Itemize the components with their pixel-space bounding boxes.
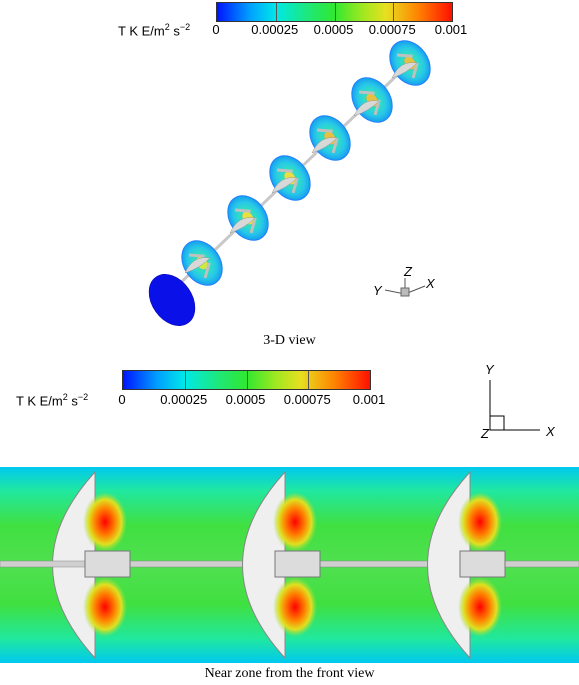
axis-label-z: Z <box>481 426 489 441</box>
tick-label: 0.00075 <box>368 22 416 37</box>
cb-title-text: T K E/m <box>118 23 165 39</box>
axis-label-x: X <box>426 276 435 291</box>
tick-label: 0.00025 <box>251 22 299 37</box>
axis-triad-2d <box>489 380 540 431</box>
axis-label-z: Z <box>404 264 412 279</box>
cb-title-exp2: −2 <box>179 22 191 32</box>
inflow-disk <box>148 274 196 326</box>
top-colorbar-title: T K E/m2 s−2 <box>118 22 190 38</box>
turbine-array-3d-plot <box>148 40 431 326</box>
front-view-contour-plot <box>0 467 579 663</box>
top-colorbar-ticks: 0 0.00025 0.0005 0.00075 0.001 <box>212 22 467 38</box>
axis-label-y: Y <box>373 283 382 298</box>
tick-label: 0.0005 <box>225 392 266 407</box>
top-colorbar <box>216 2 453 22</box>
cb-title-mid: s <box>169 23 180 39</box>
cb-title-exp1: 2 <box>62 392 68 402</box>
tick-label: 0 <box>212 22 220 37</box>
bottom-colorbar-title: T K E/m2 s−2 <box>16 392 88 408</box>
tick-label: 0 <box>118 392 126 407</box>
caption-3d-view: 3-D view <box>263 333 316 348</box>
caption-front-view: Near zone from the front view <box>204 666 375 681</box>
bottom-colorbar <box>122 370 371 390</box>
axis-triad-3d <box>384 278 426 297</box>
tick-label: 0.00075 <box>283 392 331 407</box>
cb-title-text: T K E/m <box>16 393 63 409</box>
turbine-section <box>427 470 506 660</box>
tick-label: 0.001 <box>434 22 468 37</box>
cb-title-exp2: −2 <box>77 392 89 402</box>
tick-label: 0.001 <box>352 392 386 407</box>
cb-title-exp1: 2 <box>164 22 170 32</box>
axis-label-x: X <box>546 424 555 439</box>
axis-label-y: Y <box>485 362 494 377</box>
turbine-section <box>242 470 321 660</box>
cb-title-mid: s <box>67 393 78 409</box>
tick-label: 0.0005 <box>313 22 354 37</box>
tick-label: 0.00025 <box>160 392 208 407</box>
bottom-colorbar-ticks: 0 0.00025 0.0005 0.00075 0.001 <box>118 392 385 408</box>
